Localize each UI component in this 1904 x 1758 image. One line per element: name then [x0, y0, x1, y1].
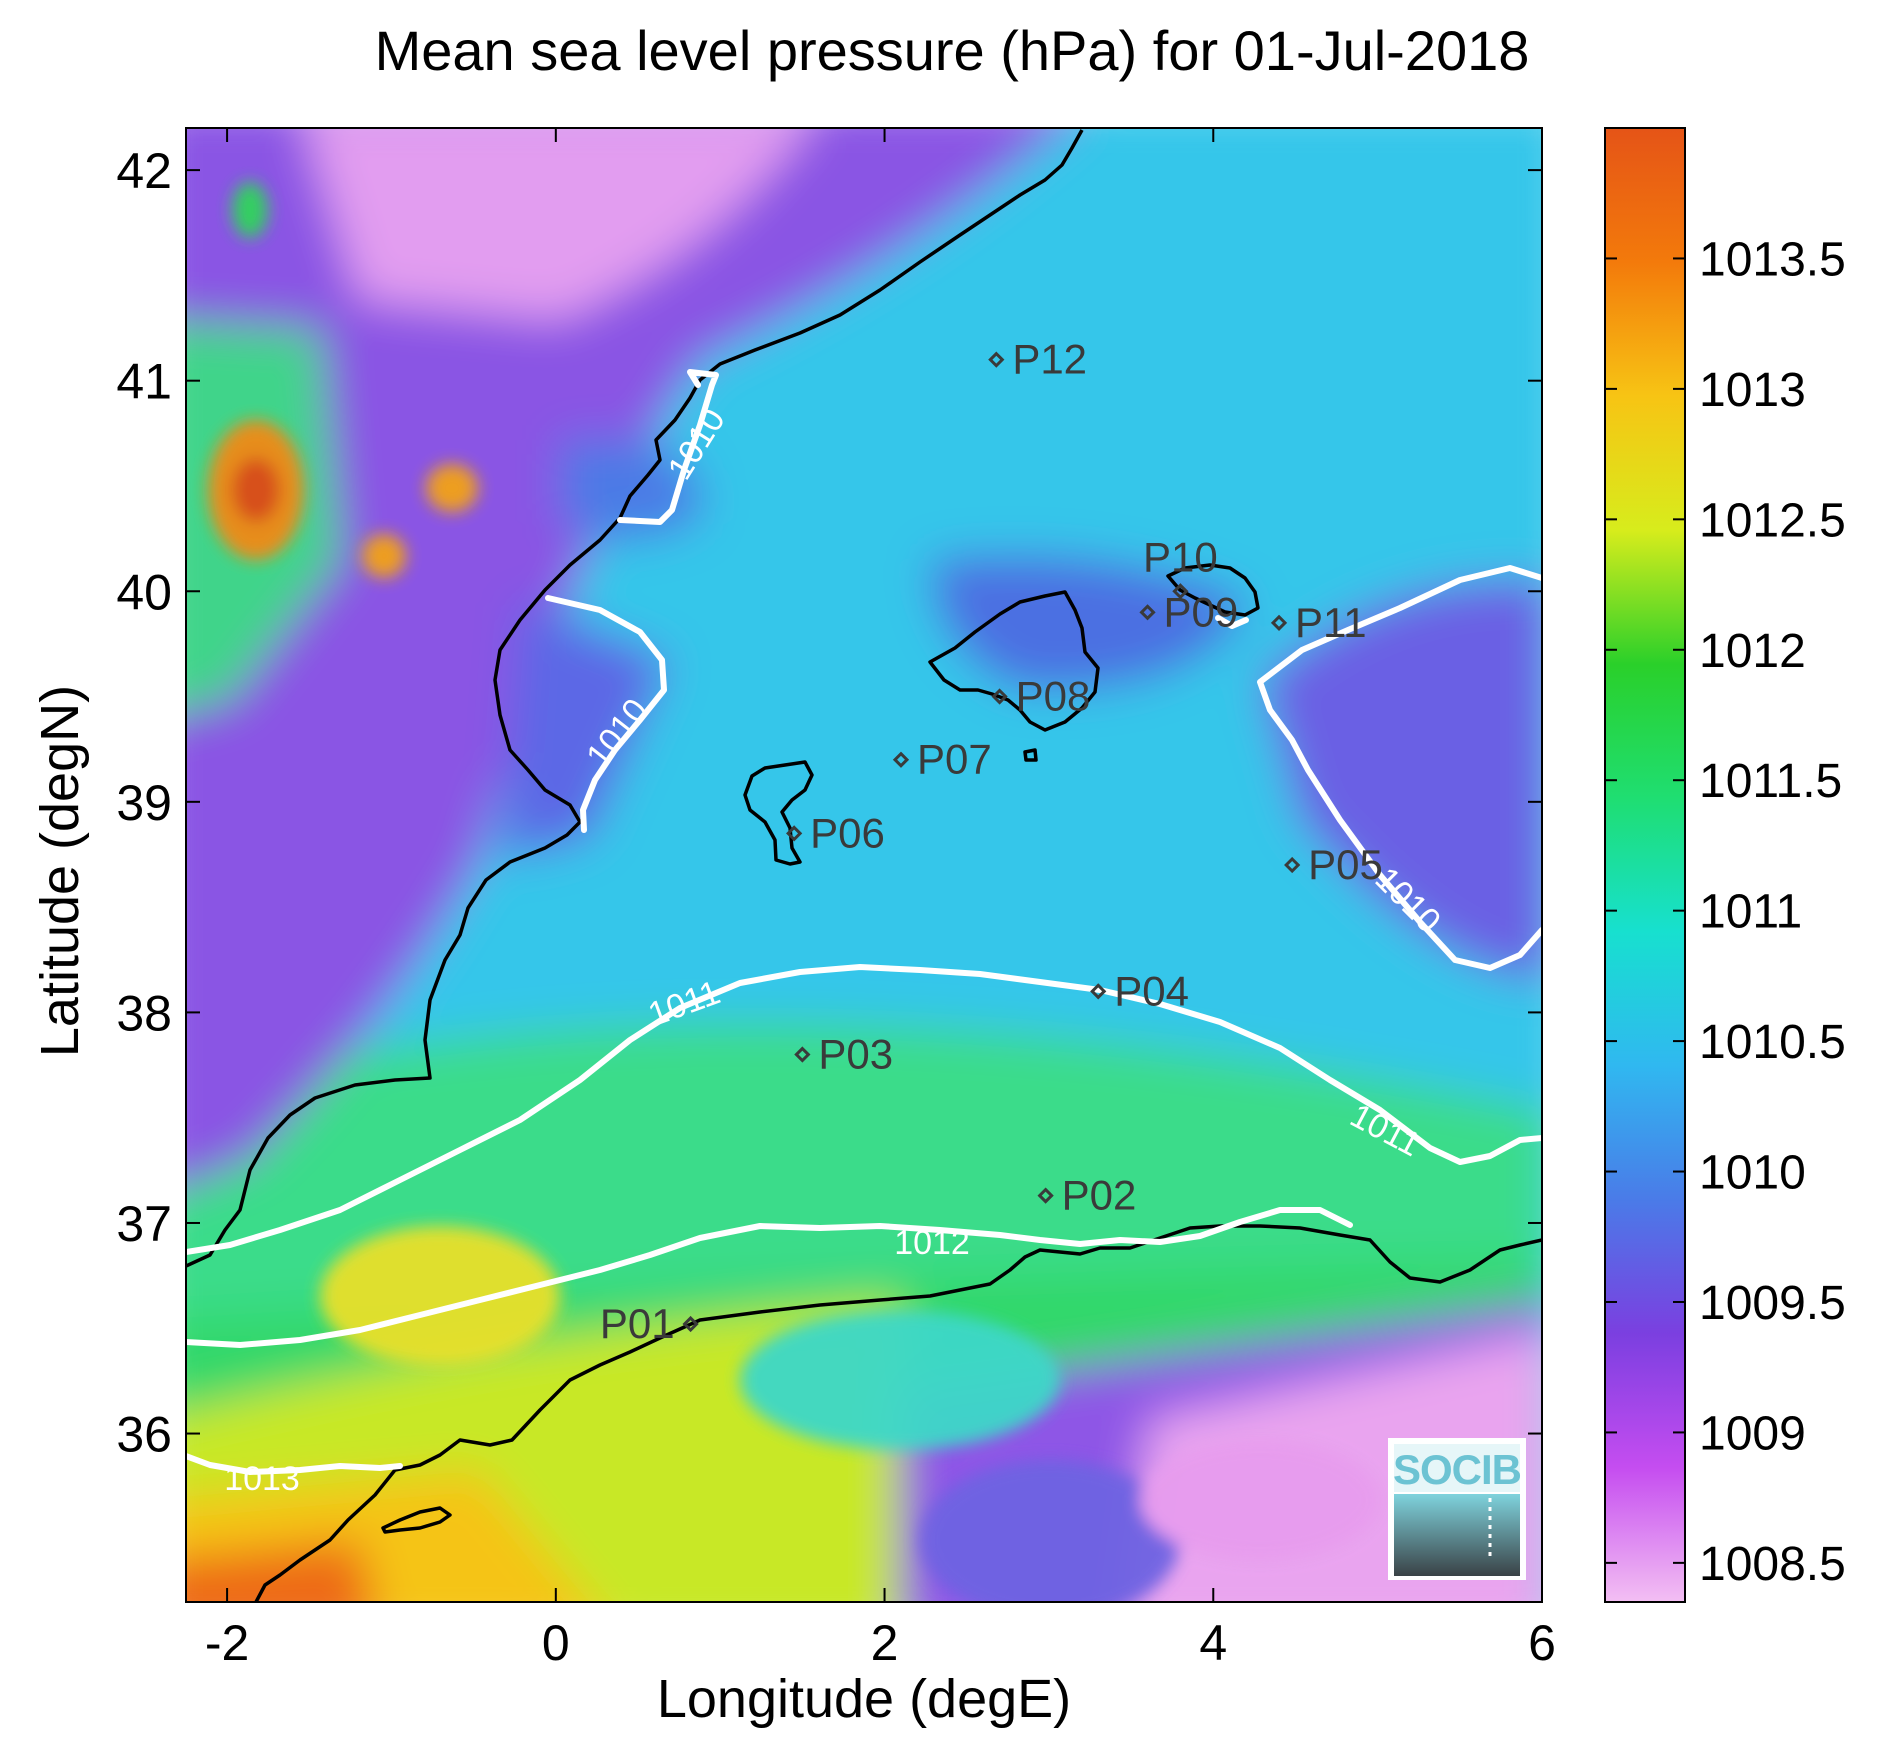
station-points: P01 P02 P03 P04 P05 P06 P07 P08 P09 P10 P11 P12 — [600, 336, 1383, 1347]
colorbar-ticks: 1008.5 1009 1009.5 1010 1010.5 1011 1011.5 1012… — [1605, 233, 1846, 1591]
alboran-island-outline — [381, 1506, 452, 1534]
station-marker — [1284, 856, 1301, 874]
colorbar-tick-label: 1011 — [1699, 886, 1802, 939]
station-marker — [1139, 604, 1156, 621]
x-tick-label: 2 — [871, 1615, 899, 1671]
y-tick-label: 40 — [116, 564, 172, 620]
x-axis: -2 0 2 4 6 — [205, 128, 1556, 1671]
colorbar-tick-label: 1012 — [1699, 625, 1806, 678]
mallorca-outline — [928, 590, 1100, 732]
colorbar-tick-label: 1010.5 — [1699, 1016, 1846, 1069]
station-marker — [1037, 1187, 1054, 1204]
station-marker — [682, 1315, 699, 1333]
colorbar-tick-label: 1013.5 — [1699, 233, 1846, 286]
station-p08: P08 — [991, 673, 1091, 720]
isobar-1010-east — [1257, 565, 1542, 971]
station-label: P07 — [917, 736, 992, 783]
station-p02: P02 — [1037, 1172, 1137, 1219]
station-p01: P01 — [600, 1300, 699, 1347]
station-label: P02 — [1062, 1172, 1137, 1219]
african-coastline — [254, 1224, 1542, 1602]
socib-logo: SOCIB — [1388, 1438, 1526, 1580]
colorbar-tick-label: 1008.5 — [1699, 1538, 1846, 1591]
station-label: P10 — [1143, 533, 1218, 580]
station-label: P09 — [1164, 588, 1239, 635]
isobar-1012 — [186, 1207, 1353, 1348]
isobar-label-1013: 1013 — [224, 1460, 300, 1498]
station-p05: P05 — [1284, 841, 1383, 888]
station-marker — [991, 688, 1008, 705]
cabrera-outline — [1023, 748, 1038, 762]
socib-logo-text: SOCIB — [1393, 1446, 1521, 1493]
station-marker — [1090, 983, 1107, 1000]
station-marker — [1172, 583, 1189, 600]
x-tick-label: 0 — [542, 1615, 570, 1671]
colorbar: 1008.5 1009 1009.5 1010 1010.5 1011 1011.5 1012… — [1604, 127, 1846, 1603]
colorbar-tick-label: 1009.5 — [1699, 1277, 1846, 1330]
y-tick-label: 38 — [116, 985, 172, 1041]
station-label: P12 — [1012, 336, 1087, 383]
isobar-label-1012: 1012 — [894, 1224, 970, 1262]
iberian-coastline — [186, 129, 1084, 1268]
station-label: P01 — [600, 1300, 675, 1347]
station-marker — [794, 1046, 811, 1063]
coastlines — [186, 129, 1542, 1602]
station-p09: P09 — [1139, 588, 1239, 635]
y-tick-label: 37 — [116, 1196, 172, 1252]
y-axis: 36 37 38 39 40 41 42 — [116, 143, 1542, 1463]
isobar-1010-west — [545, 595, 667, 833]
colorbar-tick-label: 1009 — [1699, 1407, 1806, 1460]
colorbar-gradient — [1604, 127, 1686, 1603]
y-tick-label: 42 — [116, 143, 172, 199]
colorbar-tick-label: 1011.5 — [1699, 755, 1842, 808]
station-marker — [892, 751, 910, 768]
y-tick-label: 39 — [116, 775, 172, 831]
station-marker — [988, 351, 1005, 368]
station-p10: P10 — [1143, 533, 1218, 600]
isobar-1010-menorca — [1215, 615, 1249, 629]
station-p12: P12 — [988, 336, 1087, 383]
x-axis-label: Longitude (degE) — [656, 1669, 1072, 1729]
x-tick-label: -2 — [205, 1615, 249, 1671]
y-tick-label: 41 — [116, 354, 172, 410]
colorbar-tick-label: 1013 — [1699, 364, 1806, 417]
x-tick-label: 4 — [1199, 1615, 1227, 1671]
station-label: P05 — [1308, 841, 1383, 888]
isobar-1011 — [186, 964, 1542, 1255]
station-p06: P06 — [786, 809, 885, 856]
station-label: P11 — [1295, 599, 1367, 646]
x-tick-label: 6 — [1528, 1615, 1556, 1671]
y-tick-label: 36 — [116, 1407, 172, 1463]
colorbar-tick-label: 1010 — [1699, 1147, 1806, 1200]
colorbar-tick-label: 1012.5 — [1699, 494, 1846, 547]
station-marker — [1270, 614, 1288, 631]
station-p07: P07 — [892, 736, 992, 783]
station-label: P08 — [1016, 673, 1091, 720]
station-p03: P03 — [794, 1031, 893, 1078]
menorca-outline — [1166, 563, 1260, 617]
station-p04: P04 — [1090, 967, 1189, 1014]
station-p11: P11 — [1270, 599, 1367, 646]
isobar-1010-north — [617, 369, 719, 525]
station-label: P06 — [810, 809, 885, 856]
isobar-1013 — [186, 1453, 403, 1475]
pressure-field — [186, 128, 1542, 1602]
chart-title: Mean sea level pressure (hPa) for 01-Jul… — [374, 19, 1530, 82]
station-label: P04 — [1114, 967, 1189, 1014]
station-label: P03 — [818, 1031, 893, 1078]
isobars — [186, 369, 1542, 1475]
station-marker — [786, 825, 803, 842]
plot-frame — [185, 127, 1543, 1603]
